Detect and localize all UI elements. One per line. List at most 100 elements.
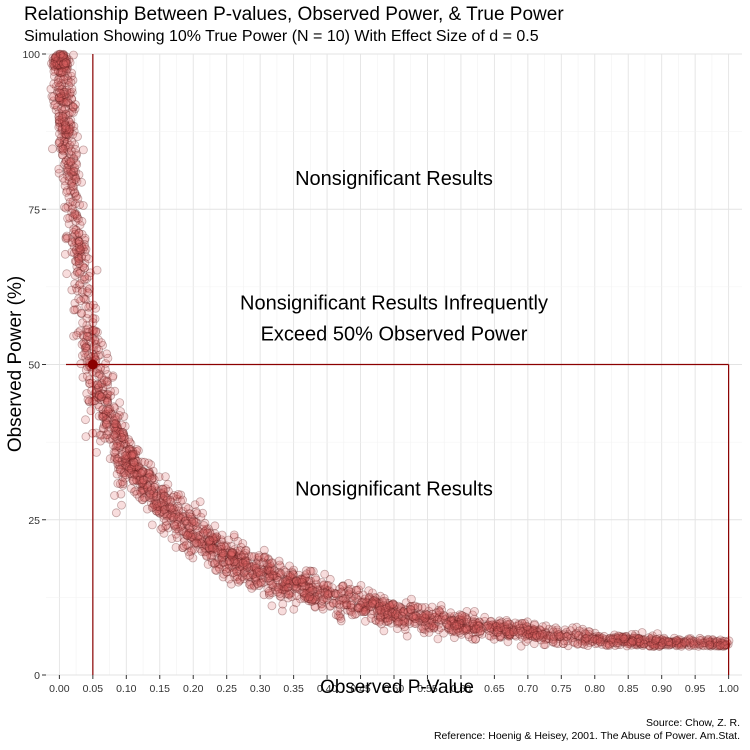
- data-point: [116, 489, 126, 499]
- data-point: [80, 340, 89, 349]
- data-point: [82, 331, 92, 341]
- data-point: [125, 451, 135, 461]
- data-point: [127, 464, 137, 474]
- data-point: [186, 532, 196, 541]
- data-point: [610, 636, 620, 646]
- data-point: [63, 61, 72, 70]
- data-point: [310, 602, 320, 611]
- data-point: [295, 594, 305, 604]
- data-point: [505, 620, 515, 629]
- data-point: [336, 614, 346, 623]
- data-point: [668, 637, 678, 647]
- data-point: [166, 515, 176, 525]
- data-point: [304, 586, 314, 596]
- data-point: [149, 482, 159, 492]
- data-point: [111, 415, 121, 425]
- data-point: [230, 562, 240, 572]
- data-point: [60, 158, 70, 167]
- data-point: [707, 640, 717, 649]
- data-point: [75, 220, 85, 230]
- data-point: [113, 425, 123, 435]
- data-point: [272, 573, 282, 582]
- data-point: [617, 633, 626, 643]
- data-point: [184, 547, 194, 557]
- data-point: [246, 562, 256, 572]
- data-point: [207, 542, 217, 552]
- data-point: [105, 454, 115, 464]
- data-point: [623, 634, 633, 644]
- data-point: [417, 603, 427, 612]
- data-point: [595, 633, 604, 643]
- data-point: [165, 509, 175, 518]
- data-point: [533, 627, 542, 637]
- data-point: [110, 452, 120, 462]
- data-point: [447, 614, 457, 624]
- data-point: [188, 553, 198, 563]
- data-point: [527, 628, 537, 638]
- data-point: [153, 491, 163, 501]
- data-point: [74, 258, 84, 268]
- data-point: [672, 638, 682, 648]
- data-point: [55, 50, 64, 59]
- data-point: [494, 619, 504, 629]
- data-point: [267, 563, 277, 573]
- data-point: [131, 468, 141, 478]
- data-point: [486, 632, 496, 641]
- data-point: [158, 494, 168, 504]
- data-point: [64, 125, 73, 135]
- data-point: [92, 265, 102, 275]
- data-point: [224, 574, 234, 584]
- data-point: [154, 472, 164, 482]
- data-point: [237, 563, 247, 573]
- data-point: [341, 594, 351, 604]
- data-point: [82, 389, 92, 398]
- data-point: [297, 587, 307, 597]
- data-point: [274, 568, 284, 578]
- data-point: [72, 262, 82, 272]
- data-point: [203, 560, 213, 569]
- data-point: [155, 508, 165, 518]
- data-point: [67, 201, 77, 211]
- data-point: [379, 610, 389, 619]
- data-point: [504, 623, 514, 633]
- data-point: [62, 167, 72, 177]
- data-point: [468, 619, 478, 629]
- data-point: [202, 534, 212, 544]
- data-point: [651, 639, 661, 648]
- data-point: [68, 185, 78, 195]
- data-point: [113, 456, 122, 466]
- data-point: [682, 636, 691, 646]
- data-point: [394, 616, 404, 626]
- data-point: [488, 620, 498, 630]
- data-point: [81, 415, 90, 425]
- data-point: [584, 627, 594, 636]
- data-point: [487, 622, 497, 632]
- data-point: [291, 584, 301, 593]
- data-point: [63, 165, 72, 175]
- data-point: [57, 97, 67, 107]
- data-point: [66, 88, 75, 98]
- data-point: [490, 630, 500, 640]
- data-point: [526, 629, 535, 639]
- data-point: [292, 582, 302, 591]
- x-tick-label: 0.25: [216, 683, 237, 695]
- data-point: [74, 254, 83, 264]
- data-point: [72, 330, 82, 340]
- data-point: [344, 585, 353, 594]
- data-point: [710, 637, 719, 646]
- data-point: [265, 571, 275, 581]
- data-point: [191, 538, 201, 547]
- data-point: [178, 511, 188, 521]
- data-point: [205, 544, 215, 554]
- data-point: [303, 594, 313, 603]
- data-point: [119, 430, 129, 440]
- data-point: [170, 521, 180, 531]
- data-point: [140, 457, 150, 467]
- data-point: [217, 547, 226, 557]
- data-point: [62, 64, 71, 74]
- data-point: [74, 214, 83, 224]
- data-point: [52, 61, 62, 70]
- data-point: [452, 618, 462, 628]
- data-point: [231, 551, 241, 561]
